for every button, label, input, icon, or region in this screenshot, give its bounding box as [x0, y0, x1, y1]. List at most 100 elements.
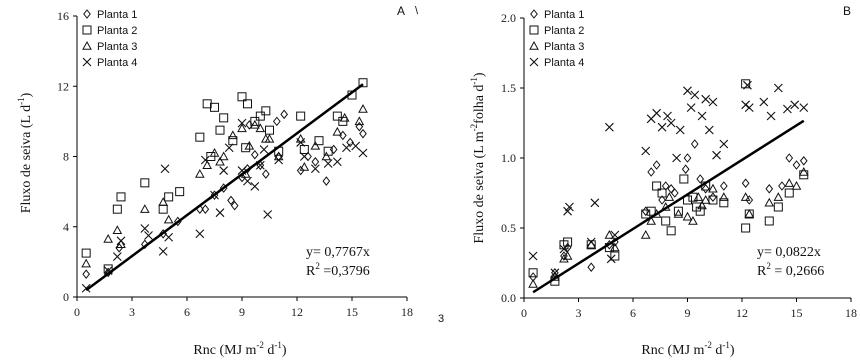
x-marker [144, 231, 153, 240]
triangle-marker [244, 140, 255, 150]
x-title-main-b: Rnc (MJ m [641, 343, 704, 358]
triangle-marker [798, 166, 809, 176]
diamond-marker [683, 153, 692, 163]
y-title-main-a: Fluxo de seiva (L d [19, 105, 34, 213]
triangle-marker [264, 133, 275, 143]
diamond-marker [82, 269, 91, 279]
diamond-marker [696, 174, 705, 184]
x-marker [224, 143, 234, 153]
x-marker [237, 118, 247, 128]
square-marker [657, 188, 667, 198]
y-title-main-b: Fluxo de seiva (L m [472, 131, 487, 243]
triangle-marker [202, 160, 213, 169]
triangle-marker [528, 278, 538, 288]
x-marker [683, 86, 692, 96]
x-marker [666, 118, 676, 128]
r2-sup-a: 2 [315, 261, 320, 271]
square-marker [358, 78, 368, 88]
x-tick-label: 12 [291, 305, 303, 319]
x-marker [790, 100, 800, 110]
x-tick-label: 6 [184, 305, 190, 319]
triangle-marker [339, 112, 350, 122]
diamond-marker [140, 239, 149, 250]
triangle-legend-icon [529, 40, 539, 50]
x-marker [686, 103, 696, 112]
r2-value-a: =0,3796 [320, 264, 370, 279]
square-marker [692, 202, 702, 212]
diamond-marker [670, 188, 679, 198]
y-title-sup2-b: -1 [469, 77, 479, 85]
triangle-marker [562, 250, 573, 260]
square-marker [688, 192, 698, 202]
x-marker [263, 210, 273, 219]
diamond-marker [355, 121, 364, 132]
square-marker [215, 125, 225, 135]
x-marker [195, 229, 205, 239]
x-marker [744, 103, 754, 112]
x-marker [675, 125, 685, 135]
x-title-end-b: ) [730, 343, 735, 358]
x-tick-label: 15 [346, 305, 358, 319]
r2-annotation-b: R2 = 0,2666 [757, 261, 824, 279]
triangle-marker [332, 126, 343, 136]
x-marker [641, 146, 651, 156]
triangle-marker [295, 133, 306, 143]
square-marker [673, 206, 683, 216]
diamond-marker [261, 169, 270, 179]
x-marker [586, 237, 596, 247]
y-tick-label: 2.0 [501, 11, 516, 25]
triangle-marker [249, 119, 260, 129]
triangle-marker [116, 239, 126, 249]
triangle-marker [112, 225, 123, 234]
x-marker [116, 236, 126, 246]
diamond-marker [701, 183, 710, 194]
square-marker [261, 106, 271, 116]
stray-mark-backslash: \ [415, 5, 419, 17]
x-marker [332, 157, 342, 167]
y-axis-title-a: Fluxo de seiva (L d-1) [16, 92, 34, 213]
y-tick-label: 1.0 [501, 151, 516, 165]
regression-line-b [532, 119, 805, 294]
square-marker [646, 206, 656, 216]
y-title-end-a: ) [19, 92, 34, 97]
diamond-marker [641, 206, 650, 217]
square-marker [241, 143, 251, 153]
diamond-legend-icon [83, 9, 91, 19]
x-title-sup2-a: -1 [274, 340, 282, 350]
x-marker [299, 152, 309, 161]
square-marker [296, 111, 306, 121]
triangle-marker [646, 215, 657, 225]
y-title-end-b: ) [472, 72, 487, 77]
diamond-marker [230, 200, 239, 211]
x-marker [342, 143, 351, 153]
equation-b: y= 0,0822x [757, 245, 821, 260]
diamond-marker [658, 195, 666, 205]
x-axis-title-a: Rnc (MJ m-2 d-1) [193, 340, 287, 358]
diamond-marker [785, 153, 794, 163]
x-marker [81, 283, 91, 293]
triangle-marker [609, 242, 620, 252]
axis-ticks-b: 0 3 6 9 12 15 18 0.0 0.5 1.0 1.5 2.0 [501, 11, 857, 320]
square-marker [81, 248, 91, 258]
triangle-marker [718, 192, 729, 201]
diamond-marker [250, 149, 259, 160]
x-marker [741, 100, 751, 110]
triangle-marker [81, 258, 92, 268]
square-legend-icon [529, 25, 539, 35]
diamond-marker [227, 195, 235, 206]
diamond-marker [587, 262, 596, 273]
legend-entry-label: Planta 3 [97, 41, 137, 53]
square-marker [784, 188, 794, 198]
scatter-points-b [528, 79, 809, 288]
square-marker [158, 204, 168, 214]
diamond-marker [765, 183, 774, 194]
x-marker [219, 166, 229, 175]
diamond-marker [792, 160, 801, 170]
x-marker [704, 125, 714, 135]
y-tick-label: 4 [63, 220, 69, 234]
x-marker [323, 159, 333, 168]
x-marker [158, 246, 168, 256]
x-marker [743, 80, 752, 90]
x-marker [243, 176, 252, 186]
diamond-marker [256, 160, 265, 171]
